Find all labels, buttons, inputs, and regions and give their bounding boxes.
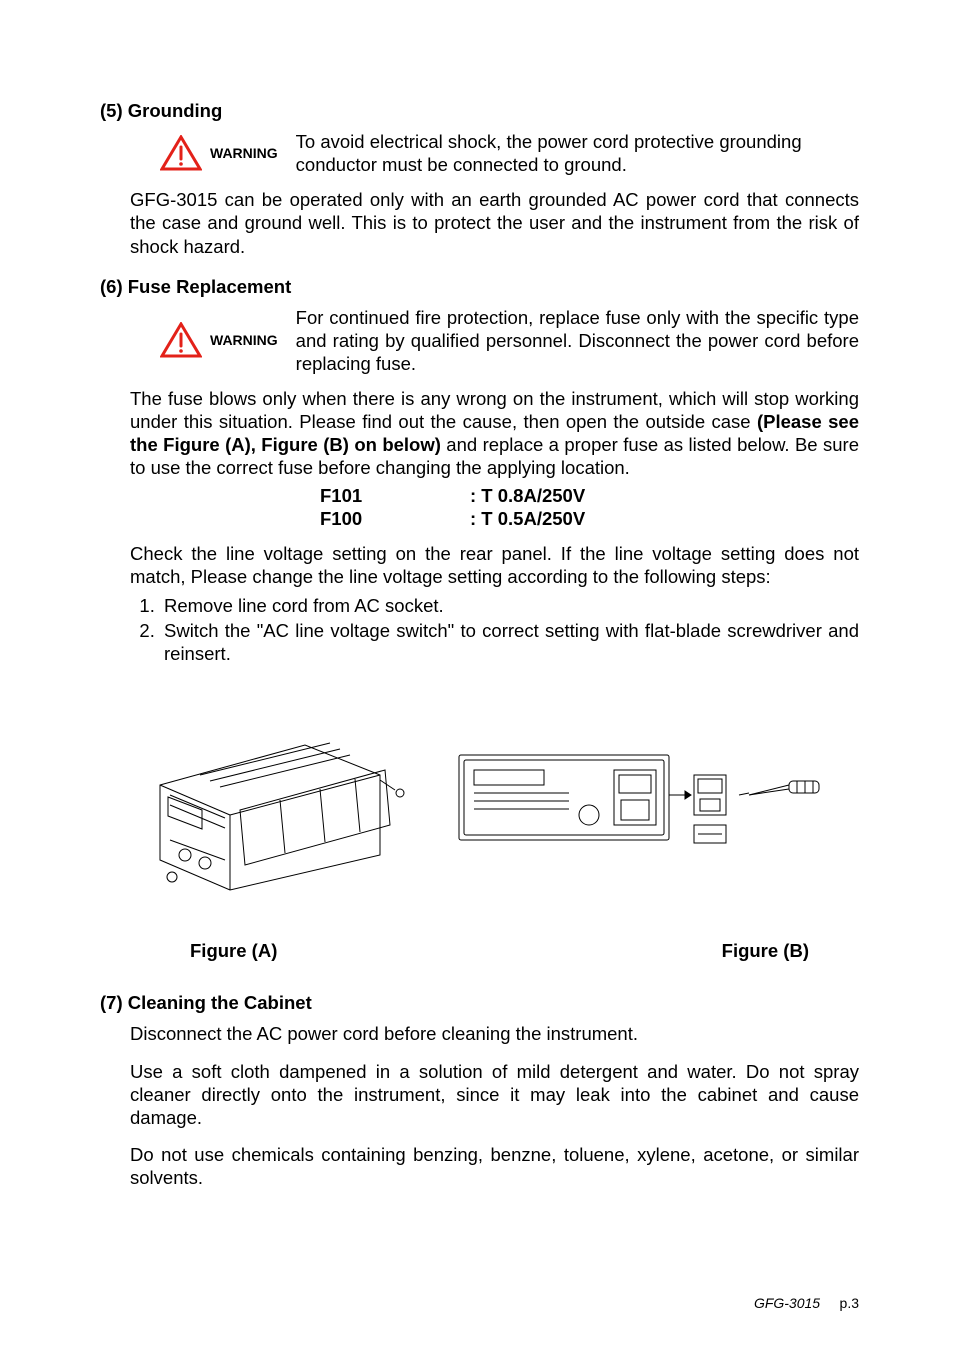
figure-a-box [130, 705, 420, 900]
warning-label: WARNING [210, 145, 278, 161]
footer-page: p.3 [840, 1295, 859, 1311]
fuse-rating: : T 0.8A/250V [470, 484, 585, 507]
figure-b-label: Figure (B) [722, 940, 809, 962]
warning-text-fuse: For continued fire protection, replace f… [296, 306, 859, 375]
fuse-rating: : T 0.5A/250V [470, 507, 585, 530]
figure-b-illustration [449, 735, 829, 865]
fuse-steps-list: Remove line cord from AC socket. Switch … [130, 594, 859, 665]
fuse-row: F101 : T 0.8A/250V [320, 484, 859, 507]
fuse-body-pre: The fuse blows only when there is any wr… [130, 388, 859, 432]
page-footer: GFG-3015 p.3 [754, 1295, 859, 1311]
warning-text-grounding: To avoid electrical shock, the power cor… [296, 130, 859, 176]
fuse-step: Switch the "AC line voltage switch" to c… [160, 619, 859, 665]
fuse-table: F101 : T 0.8A/250V F100 : T 0.5A/250V [320, 484, 859, 530]
grounding-body: GFG-3015 can be operated only with an ea… [130, 188, 859, 257]
figure-a-illustration [130, 705, 420, 895]
footer-model: GFG-3015 [754, 1295, 820, 1311]
fuse-row: F100 : T 0.5A/250V [320, 507, 859, 530]
figure-b-box [449, 735, 829, 870]
fuse-body: The fuse blows only when there is any wr… [130, 387, 859, 480]
page: (5) Grounding WARNING To avoid electrica… [0, 0, 954, 1351]
cleaning-para2: Use a soft cloth dampened in a solution … [130, 1060, 859, 1129]
warning-triangle-icon [160, 322, 202, 358]
fuse-step: Remove line cord from AC socket. [160, 594, 859, 617]
figure-a-label: Figure (A) [190, 940, 277, 962]
fuse-id: F101 [320, 484, 470, 507]
warning-block-fuse: WARNING For continued fire protection, r… [160, 306, 859, 375]
cleaning-para1: Disconnect the AC power cord before clea… [130, 1022, 859, 1045]
warning-triangle-icon [160, 135, 202, 171]
fuse-id: F100 [320, 507, 470, 530]
section-heading-cleaning: (7) Cleaning the Cabinet [100, 992, 859, 1014]
warning-label: WARNING [210, 332, 278, 348]
cleaning-para3: Do not use chemicals containing benzing,… [130, 1143, 859, 1189]
warning-block-grounding: WARNING To avoid electrical shock, the p… [160, 130, 859, 176]
fuse-check-para: Check the line voltage setting on the re… [130, 542, 859, 588]
section-heading-grounding: (5) Grounding [100, 100, 859, 122]
section-heading-fuse: (6) Fuse Replacement [100, 276, 859, 298]
figure-labels-row: Figure (A) Figure (B) [190, 940, 809, 962]
figures-row [130, 705, 829, 900]
